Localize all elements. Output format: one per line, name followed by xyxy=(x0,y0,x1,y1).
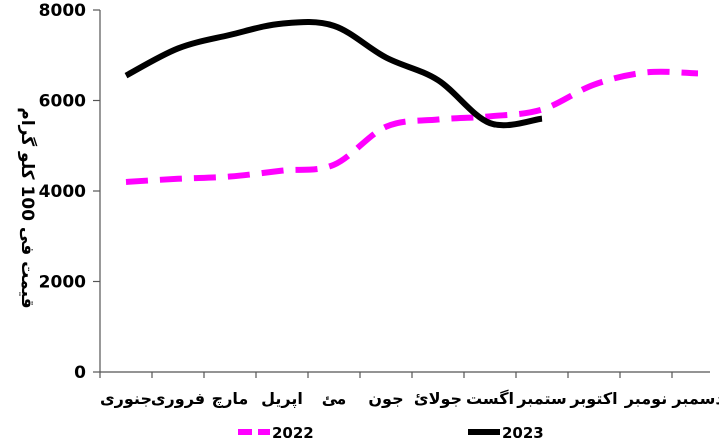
x-tick-label: مارچ xyxy=(212,389,249,408)
series-line-2022 xyxy=(125,68,699,185)
x-tick-label: فروری xyxy=(151,389,205,408)
x-tick-label: اکتوبر xyxy=(569,389,617,408)
x-tick-label: جولائ xyxy=(414,389,462,408)
y-axis-label: قیمت فی 100 کلو گرام xyxy=(17,107,38,308)
y-tick-labels: 0 2000 4000 6000 8000 xyxy=(39,1,100,383)
series-lines xyxy=(124,19,699,185)
y-tick-label: 4000 xyxy=(39,182,86,202)
series-line-2023 xyxy=(124,19,543,129)
y-tick-label: 2000 xyxy=(39,273,86,293)
legend-label-2023: 2023 xyxy=(502,424,544,442)
x-axis xyxy=(99,371,710,378)
x-tick-label: جنوری xyxy=(100,389,152,408)
legend-label-2022: 2022 xyxy=(272,424,314,442)
x-tick-label: جون xyxy=(368,389,403,408)
x-tick-label: مئ xyxy=(322,389,347,408)
y-tick-label: 6000 xyxy=(39,92,86,112)
x-tick-label: نومبر xyxy=(624,389,667,408)
x-tick-label: ستمبر xyxy=(516,389,566,408)
x-tick-label: اگست xyxy=(466,389,514,408)
y-tick-label: 0 xyxy=(74,363,86,383)
y-tick-label: 8000 xyxy=(39,1,86,21)
x-tick-label: اپریل xyxy=(261,389,303,409)
x-tick-label: دسمبر xyxy=(671,389,719,408)
legend: 2022 2023 xyxy=(238,424,544,442)
